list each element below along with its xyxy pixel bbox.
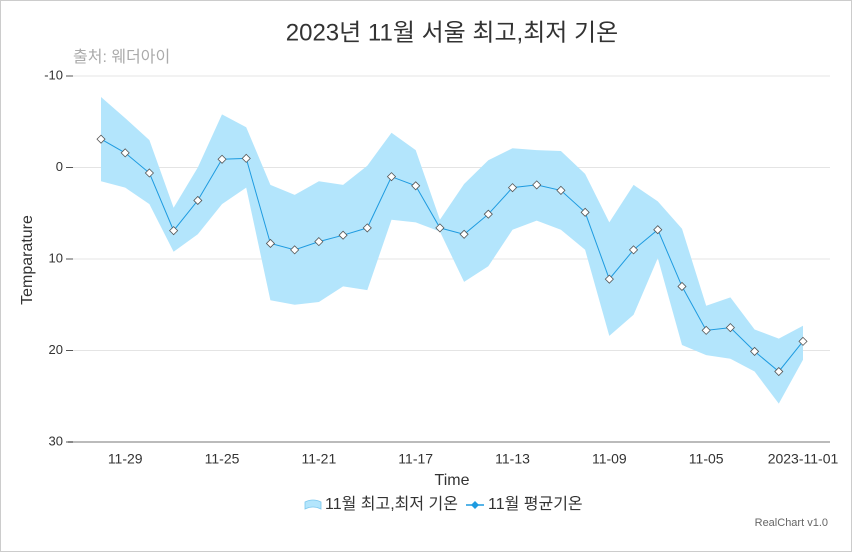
x-tick-label: 11-13: [495, 451, 530, 467]
marker: [120, 148, 130, 158]
marker: [386, 172, 397, 182]
marker: [725, 323, 735, 333]
legend-label: 11월 최고,최저 기온: [325, 495, 458, 513]
marker: [362, 223, 372, 233]
marker: [411, 181, 421, 191]
marker: [798, 336, 808, 346]
marker: [96, 134, 106, 144]
marker: [241, 153, 251, 163]
marker: [556, 185, 566, 195]
legend-label: 11월 평균기온: [488, 495, 583, 513]
marker: [290, 245, 300, 255]
x-tick-label: 11-05: [689, 451, 724, 467]
marker: [459, 229, 469, 239]
marker: [653, 225, 663, 235]
marker: [628, 245, 639, 255]
x-tick-label: 11-21: [301, 451, 336, 467]
marker: [193, 195, 203, 206]
x-tick-label: 11-17: [398, 451, 433, 467]
y-axis-title: Temparature: [19, 215, 36, 305]
y-tick-label: 0: [56, 159, 63, 174]
marker: [604, 274, 614, 284]
marker: [169, 226, 179, 236]
y-tick-label: -10: [44, 67, 63, 82]
marker: [265, 238, 276, 249]
x-axis-title: Time: [435, 472, 470, 489]
legend-icon: [471, 501, 479, 509]
marker: [435, 223, 445, 233]
x-tick-label: 11-25: [205, 451, 240, 467]
marker: [314, 237, 324, 247]
y-tick-label: 10: [49, 250, 63, 265]
y-tick-label: 30: [49, 433, 63, 448]
marker: [217, 154, 227, 164]
marker: [483, 209, 493, 219]
marker: [532, 180, 542, 190]
legend-icon: [304, 499, 322, 510]
line: [100, 138, 804, 373]
marker: [750, 346, 760, 356]
x-tick-label: 11-29: [108, 451, 143, 467]
chart-title: 2023년 11월 서울 최고,최저 기온: [286, 19, 618, 46]
credit: RealChart v1.0: [755, 517, 828, 529]
marker: [774, 366, 784, 377]
marker: [580, 207, 590, 217]
marker: [144, 168, 154, 178]
marker: [507, 183, 518, 193]
x-tick-label: 11-09: [592, 451, 627, 467]
marker: [338, 230, 348, 240]
range-area: [101, 97, 803, 404]
marker: [677, 281, 687, 292]
subtitle: 출처: 웨더아이: [73, 48, 170, 66]
y-tick-label: 20: [49, 342, 63, 357]
marker: [701, 325, 711, 335]
x-tick-label: 2023-11-01: [768, 451, 839, 467]
